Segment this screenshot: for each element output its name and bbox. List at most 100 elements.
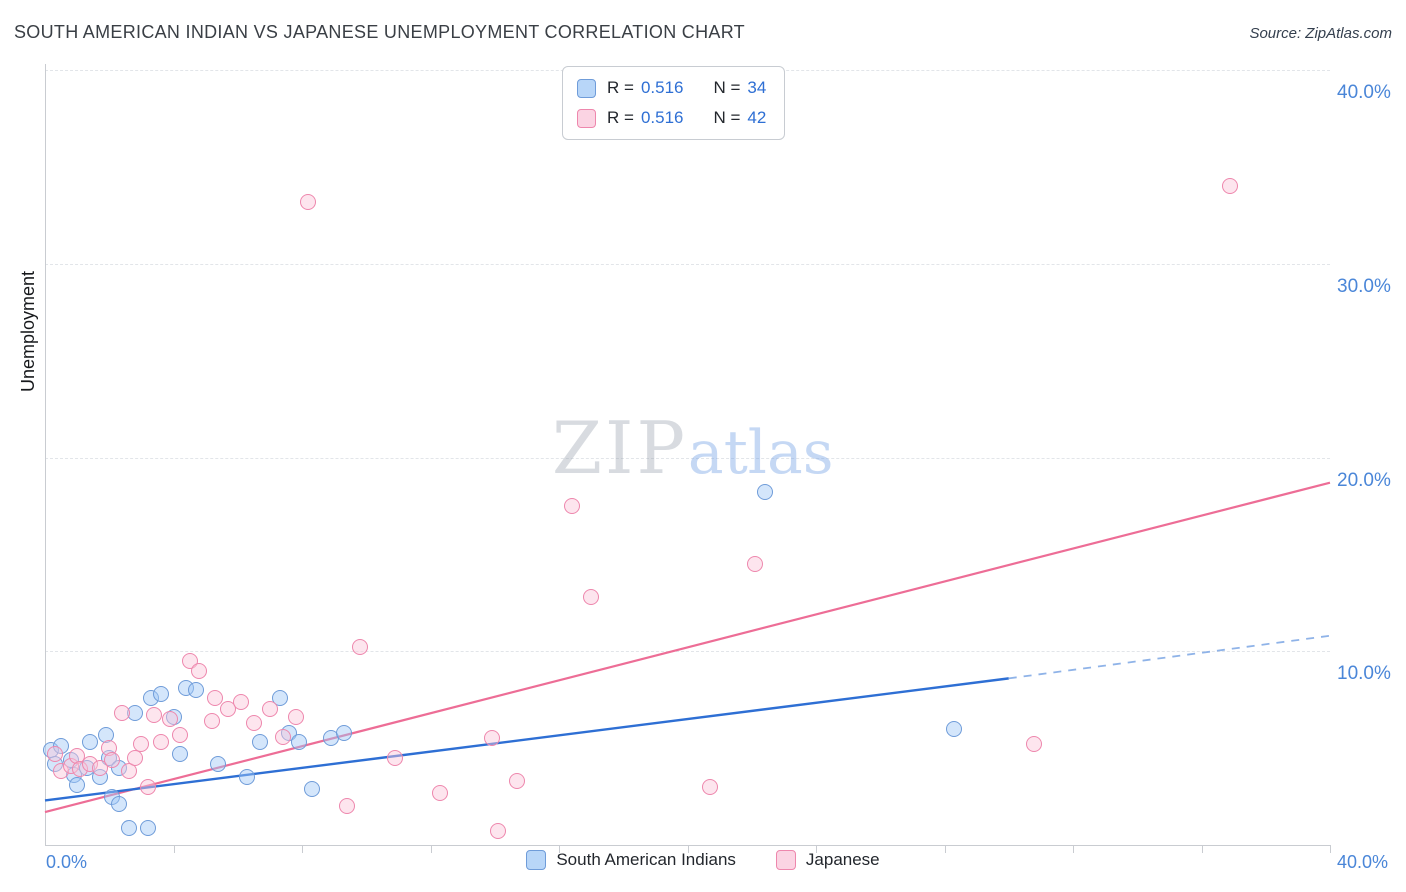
x-axis-max-label: 40.0% [1337,852,1389,872]
blue-series-swatch [526,850,547,870]
data-point-south-american-indians [120,819,137,836]
x-axis-tick [1330,845,1331,853]
r-value: 0.516 [640,108,684,127]
watermark-atlas: atlas [687,418,834,488]
gridline [45,457,1330,459]
data-point-japanese [139,778,156,795]
x-axis-tick [816,845,817,853]
pink-series-swatch [775,850,796,870]
legend-row-japanese: R = 0.516 N = 42 [577,108,766,128]
watermark-zip: ZIP [552,406,688,490]
data-point-south-american-indians [110,796,127,813]
data-point-japanese [171,726,188,743]
x-axis-min-label: 0.0% [46,852,88,872]
gridline [45,263,1330,265]
data-point-japanese [91,759,108,776]
data-point-japanese [387,749,404,766]
data-point-japanese [220,701,237,718]
x-axis-tick [302,845,303,853]
gridline [45,651,1330,653]
data-point-japanese [133,736,150,753]
n-value: 34 [747,78,767,97]
data-point-south-american-indians [139,819,156,836]
data-point-japanese [746,556,763,573]
x-axis-tick [687,845,689,853]
n-label: N = [713,108,741,127]
data-point-japanese [245,714,262,731]
data-point-south-american-indians [187,682,204,698]
data-point-japanese [207,689,224,706]
x-axis-tick [1201,845,1203,853]
watermark: ZIPatlas [552,406,834,490]
y-axis-title: Unemployment [18,270,38,392]
correlation-legend-box: R = 0.516 N = 34 R = 0.516 N = 42 [562,66,786,140]
data-point-japanese [300,193,317,210]
data-point-south-american-indians [290,734,307,751]
data-point-south-american-indians [239,769,256,786]
data-point-japanese [274,728,291,745]
chart-title: SOUTH AMERICAN INDIAN VS JAPANESE UNEMPL… [14,22,745,42]
y-axis-tick-label: 10.0% [1337,663,1391,685]
legend-item-label: Japanese [805,850,880,869]
data-point-japanese [162,711,179,728]
data-point-south-american-indians [171,745,188,762]
trend-line-south-american-indians [44,677,1009,802]
data-point-japanese [583,589,600,605]
blue-series-swatch [577,78,596,98]
data-point-japanese [432,784,449,801]
data-point-japanese [287,709,304,726]
data-point-japanese [152,734,169,751]
data-point-japanese [114,705,131,722]
data-point-japanese [46,745,63,762]
data-point-japanese [338,798,355,815]
y-axis-tick-label: 20.0% [1337,469,1391,491]
x-axis-tick [559,845,560,853]
legend-item-label: South American Indians [556,850,736,869]
trend-line-extension-south-american-indians [1008,634,1331,680]
x-axis-tick [173,845,175,853]
r-value: 0.516 [640,78,684,97]
data-point-japanese [563,497,580,514]
data-point-japanese [351,639,368,656]
data-point-south-american-indians [271,689,288,706]
data-point-south-american-indians [69,776,86,793]
n-label: N = [713,78,741,97]
data-point-japanese [146,707,163,724]
data-point-japanese [1222,178,1239,195]
x-axis-tick [430,845,432,853]
y-axis-tick-label: 30.0% [1337,275,1391,297]
r-label: R = [607,78,634,97]
data-point-south-american-indians [81,734,98,751]
data-point-south-american-indians [152,685,169,702]
data-point-south-american-indians [756,484,773,501]
legend-item-japanese: Japanese [775,850,880,870]
data-point-south-american-indians [303,780,320,797]
r-label: R = [607,108,634,127]
data-point-japanese [204,713,221,729]
data-point-japanese [1026,736,1043,753]
source-attribution: Source: ZipAtlas.com [1249,25,1392,42]
data-point-south-american-indians [252,734,269,751]
data-point-south-american-indians [335,724,352,741]
data-point-japanese [120,763,137,780]
y-axis-tick-label: 40.0% [1337,82,1391,103]
data-point-japanese [489,823,506,840]
data-point-south-american-indians [946,720,963,737]
x-axis-tick [1073,845,1074,853]
trend-line-japanese [44,481,1331,814]
data-point-japanese [104,751,121,768]
data-point-japanese [509,773,526,790]
data-point-japanese [483,730,500,747]
legend-item-south-american-indians: South American Indians [526,850,736,870]
data-point-japanese [191,662,208,679]
series-legend: South American Indians Japanese [0,850,1406,870]
data-point-south-american-indians [210,755,227,772]
n-value: 42 [747,108,767,127]
legend-row-south-american-indians: R = 0.516 N = 34 [577,78,766,98]
y-axis-line [45,64,46,845]
data-point-japanese [232,693,249,710]
pink-series-swatch [577,108,596,128]
data-point-japanese [261,701,278,718]
data-point-japanese [126,749,143,766]
